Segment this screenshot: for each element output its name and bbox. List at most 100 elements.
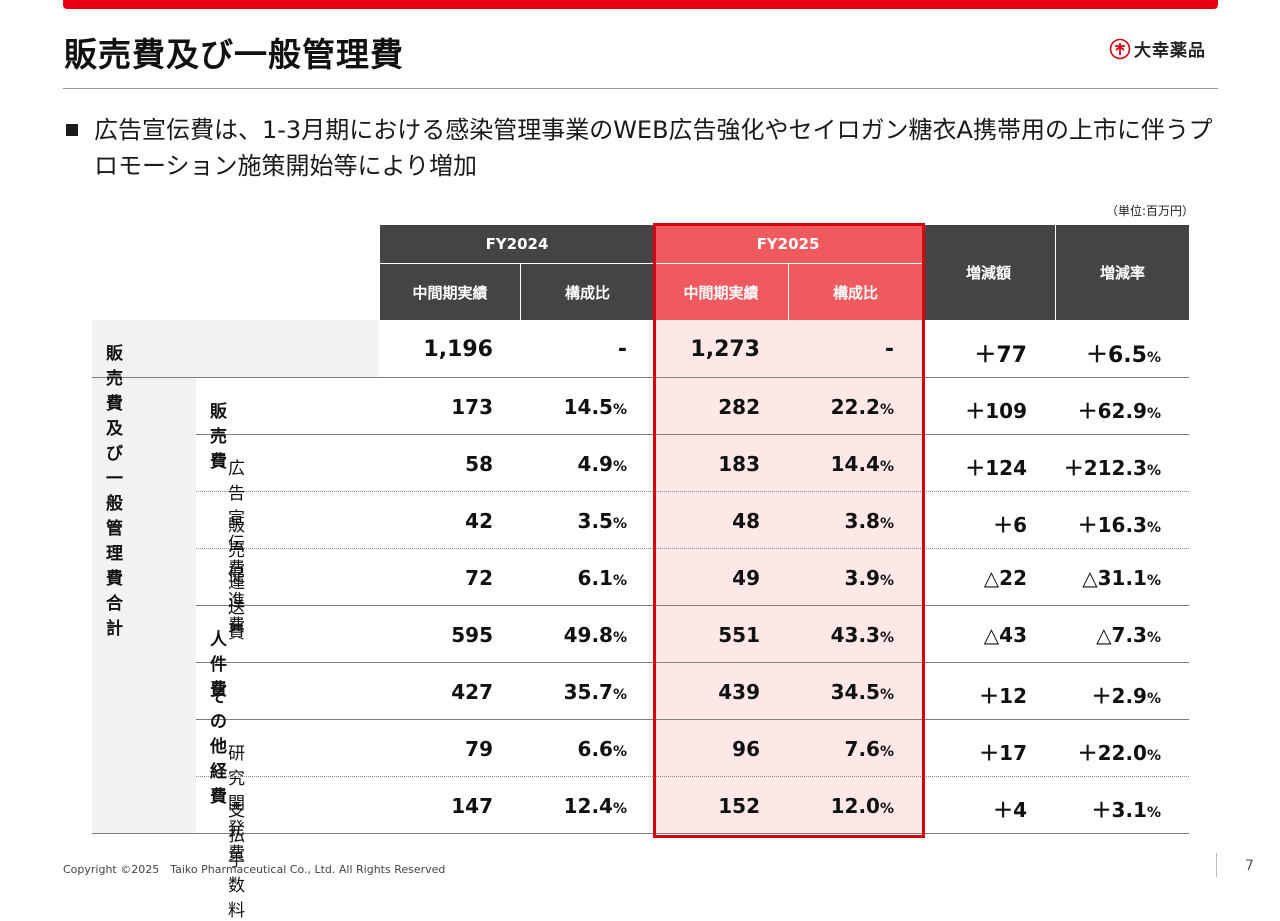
percent-sign: % xyxy=(612,459,627,475)
row-label: その他経費 xyxy=(210,687,227,807)
percent-sign: % xyxy=(1146,748,1161,764)
cell-fy24-ratio: 4.9% xyxy=(521,452,627,476)
header-change-amount: 増減額 xyxy=(922,225,1055,320)
cell-fy25-ratio: - xyxy=(789,337,894,362)
cell-fy25-actual: 48 xyxy=(732,509,760,533)
row-label: 販売促進費 xyxy=(228,516,245,636)
cell-fy24-ratio: - xyxy=(521,337,627,362)
cell-change-amount: △43 xyxy=(983,623,1027,647)
row-label: 人件費 xyxy=(210,630,227,700)
percent-sign: % xyxy=(1146,805,1161,821)
row-label: 研究開発費 xyxy=(228,744,245,864)
ratio-value: 49.8 xyxy=(563,623,613,647)
cell-fy25-actual: 96 xyxy=(732,737,760,761)
cell-fy25-actual: 439 xyxy=(718,680,760,704)
cell-fy24-ratio: 3.5% xyxy=(521,509,627,533)
rate-value: ＋16.3 xyxy=(1077,513,1147,537)
ratio-value: 22.2 xyxy=(830,395,880,419)
ratio-value: 43.3 xyxy=(830,623,880,647)
logo-text: 大幸薬品 xyxy=(1134,41,1206,61)
header-fy2025-actual: 中間期実績 xyxy=(654,264,788,320)
row-label: 運送費 xyxy=(228,573,245,643)
cell-fy24-actual: 173 xyxy=(451,395,493,419)
percent-sign: % xyxy=(612,744,627,760)
fy2025-highlight-bg xyxy=(654,320,922,834)
page-number: 7 xyxy=(1245,858,1254,874)
table-bottom-line xyxy=(92,833,1189,834)
copyright-text: Copyright ©2025 Taiko Pharmaceutical Co.… xyxy=(63,863,446,876)
ratio-value: - xyxy=(884,337,894,362)
ratio-value: 6.1 xyxy=(577,566,613,590)
header-fy2024: FY2024 xyxy=(380,225,654,263)
cell-fy25-ratio: 3.8% xyxy=(789,509,894,533)
percent-sign: % xyxy=(879,516,894,532)
cell-change-rate: ＋62.9% xyxy=(1056,395,1161,424)
cell-fy25-ratio: 14.4% xyxy=(789,452,894,476)
cell-change-amount: ＋17 xyxy=(979,741,1027,765)
ratio-value: 12.4 xyxy=(563,794,613,818)
cell-fy25-actual: 183 xyxy=(718,452,760,476)
percent-sign: % xyxy=(879,573,894,589)
percent-sign: % xyxy=(1146,691,1161,707)
cell-change-rate: ＋3.1% xyxy=(1056,794,1161,823)
cell-change-amount: ＋77 xyxy=(974,343,1027,368)
cell-fy24-actual: 427 xyxy=(451,680,493,704)
header-fy2025-ratio: 構成比 xyxy=(789,264,922,320)
percent-sign: % xyxy=(1146,520,1161,536)
row-divider xyxy=(92,377,1189,378)
cell-fy25-actual: 152 xyxy=(718,794,760,818)
percent-sign: % xyxy=(612,402,627,418)
cell-fy25-actual: 551 xyxy=(718,623,760,647)
cell-fy24-actual: 58 xyxy=(465,452,493,476)
percent-sign: % xyxy=(612,516,627,532)
cell-fy24-actual: 72 xyxy=(465,566,493,590)
rate-value: ＋22.0 xyxy=(1077,741,1147,765)
top-accent-bar xyxy=(63,0,1218,9)
cell-fy25-ratio: 22.2% xyxy=(789,395,894,419)
cell-fy25-ratio: 43.3% xyxy=(789,623,894,647)
cell-change-amount: ＋124 xyxy=(965,456,1027,480)
row-label-total: 販売費及び一般管理費合計 xyxy=(106,344,123,639)
ratio-value: 3.9 xyxy=(844,566,880,590)
ratio-value: 6.6 xyxy=(577,737,613,761)
cell-change-amount: ＋4 xyxy=(993,798,1027,822)
percent-sign: % xyxy=(1146,406,1161,422)
cell-change-rate: △7.3% xyxy=(1056,623,1161,647)
percent-sign: % xyxy=(879,687,894,703)
cell-fy24-ratio: 6.1% xyxy=(521,566,627,590)
cell-fy24-ratio: 14.5% xyxy=(521,395,627,419)
cell-fy25-ratio: 3.9% xyxy=(789,566,894,590)
ratio-value: 4.9 xyxy=(577,452,613,476)
cell-fy25-ratio: 7.6% xyxy=(789,737,894,761)
label-white-bg xyxy=(196,378,379,834)
cell-fy25-ratio: 34.5% xyxy=(789,680,894,704)
cell-fy24-actual: 42 xyxy=(465,509,493,533)
rate-value: ＋212.3 xyxy=(1063,456,1147,480)
cell-fy24-ratio: 6.6% xyxy=(521,737,627,761)
cell-fy25-actual: 1,273 xyxy=(690,337,760,362)
ratio-value: 3.5 xyxy=(577,509,613,533)
cell-change-rate: ＋2.9% xyxy=(1056,680,1161,709)
unit-note: （単位:百万円） xyxy=(1106,204,1195,218)
ratio-value: 14.4 xyxy=(830,452,880,476)
rate-value: △7.3 xyxy=(1096,623,1147,647)
rate-value: ＋6.5 xyxy=(1085,343,1147,368)
row-label: 支払手数料 xyxy=(228,801,245,921)
cell-fy25-ratio: 12.0% xyxy=(789,794,894,818)
percent-sign: % xyxy=(879,744,894,760)
header-fy2024-ratio: 構成比 xyxy=(521,264,654,320)
cell-change-rate: △31.1% xyxy=(1056,566,1161,590)
header-divider xyxy=(788,263,789,320)
percent-sign: % xyxy=(879,459,894,475)
cell-fy25-actual: 282 xyxy=(718,395,760,419)
percent-sign: % xyxy=(879,801,894,817)
header-fy2024-actual: 中間期実績 xyxy=(380,264,520,320)
percent-sign: % xyxy=(1146,573,1161,589)
percent-sign: % xyxy=(1146,463,1161,479)
cell-change-rate: ＋6.5% xyxy=(1056,337,1161,369)
percent-sign: % xyxy=(612,801,627,817)
ratio-value: 7.6 xyxy=(844,737,880,761)
cell-fy24-actual: 595 xyxy=(451,623,493,647)
cell-fy24-ratio: 49.8% xyxy=(521,623,627,647)
cell-change-rate: ＋22.0% xyxy=(1056,737,1161,766)
